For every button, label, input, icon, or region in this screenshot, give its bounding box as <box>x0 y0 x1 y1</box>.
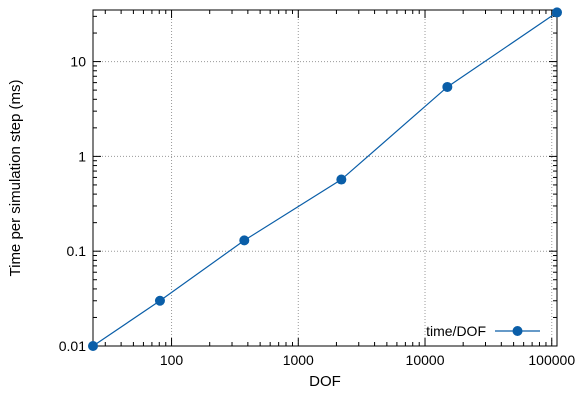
x-tick-label: 10000 <box>406 352 445 368</box>
data-point <box>336 174 347 185</box>
data-point <box>552 7 562 18</box>
legend: time/DOF <box>426 323 540 339</box>
x-tick-label: 100 <box>160 352 184 368</box>
grid-lines <box>93 10 557 346</box>
data-point <box>239 235 250 246</box>
data-point <box>88 341 98 351</box>
y-axis-title: Time per simulation step (ms) <box>7 80 24 277</box>
series-layer <box>88 7 562 351</box>
data-point <box>154 295 165 306</box>
axis-ticks: 0.01 0.1 1 10 100 1000 10000 100000 <box>59 10 575 368</box>
series-line <box>92 11 558 347</box>
x-tick-label: 100000 <box>528 352 575 368</box>
legend-label: time/DOF <box>426 323 486 339</box>
x-axis-title: DOF <box>309 373 341 390</box>
y-tick-label: 0.01 <box>59 338 86 354</box>
plot-frame <box>92 9 558 347</box>
y-tick-label: 10 <box>70 54 86 70</box>
y-tick-label: 1 <box>78 148 86 164</box>
x-tick-label: 1000 <box>283 352 314 368</box>
y-tick-label: 0.1 <box>67 243 87 259</box>
legend-marker <box>512 326 523 336</box>
data-point <box>442 81 453 92</box>
